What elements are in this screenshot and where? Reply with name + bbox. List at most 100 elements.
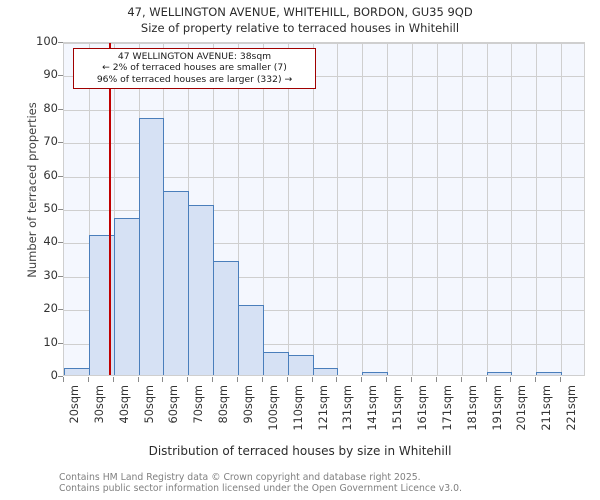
x-axis-tick-label: 131sqm bbox=[341, 385, 354, 431]
gridline-horizontal bbox=[64, 109, 584, 111]
x-axis-tick-mark bbox=[436, 377, 437, 382]
x-axis-tick-label: 100sqm bbox=[267, 385, 280, 431]
x-axis-tick-mark bbox=[262, 377, 263, 382]
x-axis-tick-label: 70sqm bbox=[192, 385, 205, 424]
annotation-line-3: 96% of terraced houses are larger (332) … bbox=[96, 73, 293, 85]
x-axis-tick-label: 201sqm bbox=[515, 385, 528, 431]
y-axis-tick-mark bbox=[58, 108, 63, 110]
x-axis-tick-mark bbox=[138, 377, 139, 382]
x-axis-tick-mark bbox=[336, 377, 337, 382]
y-axis-tick-label: 50 bbox=[43, 201, 58, 215]
x-axis-tick-label: 90sqm bbox=[242, 385, 255, 424]
gridline-horizontal bbox=[64, 210, 584, 211]
x-axis-tick-label: 181sqm bbox=[466, 385, 479, 431]
y-axis-tick-label: 20 bbox=[43, 301, 58, 316]
histogram-bar bbox=[487, 371, 512, 375]
footer-line-1: Contains HM Land Registry data © Crown c… bbox=[59, 472, 421, 483]
x-axis-tick-mark bbox=[312, 377, 313, 382]
y-axis-tick-label: 40 bbox=[43, 234, 58, 249]
x-axis-tick-mark bbox=[88, 377, 89, 382]
x-axis-tick-mark bbox=[386, 377, 387, 382]
gridline-horizontal bbox=[64, 143, 584, 145]
x-axis-tick-mark bbox=[510, 377, 511, 382]
histogram-bar bbox=[64, 368, 90, 375]
footer-attribution: Contains HM Land Registry data © Crown c… bbox=[59, 472, 599, 494]
x-axis-tick-mark bbox=[212, 377, 213, 382]
gridline-vertical bbox=[437, 43, 438, 375]
x-axis-tick-label: 221sqm bbox=[565, 385, 578, 431]
x-axis-tick-mark bbox=[361, 377, 362, 382]
x-axis-tick-mark bbox=[535, 377, 536, 382]
page-title: 47, WELLINGTON AVENUE, WHITEHILL, BORDON… bbox=[0, 4, 600, 36]
x-axis-tick-mark bbox=[486, 377, 487, 382]
x-axis-tick-label: 80sqm bbox=[217, 385, 230, 424]
gridline-horizontal bbox=[64, 243, 584, 245]
y-axis-tick-mark bbox=[58, 275, 63, 277]
footer-line-2: Contains public sector information licen… bbox=[59, 483, 462, 494]
histogram-bar bbox=[288, 354, 314, 375]
property-marker-line bbox=[108, 43, 111, 375]
histogram-bar bbox=[114, 218, 140, 375]
gridline-horizontal bbox=[64, 343, 584, 345]
gridline-vertical bbox=[288, 43, 289, 375]
y-axis-tick-mark bbox=[58, 342, 63, 344]
gridline-vertical bbox=[387, 43, 388, 375]
x-axis-tick-label: 171sqm bbox=[441, 385, 454, 431]
x-axis-tick-mark bbox=[287, 377, 288, 382]
histogram-bar bbox=[89, 234, 115, 375]
x-axis-tick-label: 20sqm bbox=[68, 385, 81, 424]
x-axis-tick-label: 40sqm bbox=[118, 385, 131, 424]
x-axis-tick-mark bbox=[187, 377, 188, 382]
plot-inner: 47 WELLINGTON AVENUE: 38sqm ← 2% of terra… bbox=[64, 43, 584, 375]
histogram-bar bbox=[213, 261, 239, 375]
histogram-bar bbox=[188, 204, 214, 375]
y-axis-tick-label: 70 bbox=[43, 134, 58, 149]
x-axis-tick-label: 121sqm bbox=[317, 385, 330, 431]
gridline-horizontal bbox=[64, 43, 584, 44]
gridline-vertical bbox=[511, 43, 512, 375]
x-axis-tick-label: 110sqm bbox=[292, 385, 305, 431]
gridline-horizontal bbox=[64, 276, 584, 278]
y-axis-tick-label: 90 bbox=[43, 67, 58, 82]
gridline-vertical bbox=[487, 43, 488, 375]
x-axis-tick-mark bbox=[113, 377, 114, 382]
x-axis-tick-label: 151sqm bbox=[391, 385, 404, 431]
x-axis-tick-mark bbox=[237, 377, 238, 382]
histogram-bar bbox=[139, 117, 164, 375]
x-axis-title: Distribution of terraced houses by size … bbox=[148, 444, 452, 458]
chart-title: 47, WELLINGTON AVENUE, WHITEHILL, BORDON… bbox=[127, 5, 473, 19]
y-axis-tick-label: 60 bbox=[43, 167, 58, 182]
x-axis-tick-label: 60sqm bbox=[167, 385, 180, 424]
x-axis-tick-label: 161sqm bbox=[416, 385, 429, 431]
histogram-bar bbox=[238, 304, 264, 375]
gridline-vertical bbox=[462, 43, 463, 375]
x-axis-tick-mark bbox=[162, 377, 163, 382]
y-axis-tick-mark bbox=[58, 376, 63, 377]
gridline-horizontal bbox=[64, 176, 584, 178]
gridline-vertical bbox=[412, 43, 413, 375]
plot-area: 47 WELLINGTON AVENUE: 38sqm ← 2% of terra… bbox=[63, 42, 585, 376]
histogram-bar bbox=[536, 371, 562, 375]
y-axis-tick-mark bbox=[58, 309, 63, 311]
histogram-bar bbox=[313, 368, 338, 375]
x-axis-tick-mark bbox=[63, 377, 64, 382]
x-axis-tick-mark bbox=[411, 377, 412, 382]
gridline-horizontal bbox=[64, 76, 584, 78]
annotation-line-1: 47 WELLINGTON AVENUE: 38sqm bbox=[117, 51, 272, 62]
gridline-vertical bbox=[561, 43, 562, 375]
x-axis-tick-label: 191sqm bbox=[491, 385, 504, 431]
x-axis-tick-label: 211sqm bbox=[540, 385, 553, 431]
y-axis-tick-mark bbox=[58, 242, 63, 244]
y-axis-title: Number of terraced properties bbox=[25, 102, 39, 278]
y-axis-tick-mark bbox=[58, 42, 63, 43]
annotation-line-2: ← 2% of terraced houses are smaller (7) bbox=[102, 62, 287, 74]
y-axis-tick-label: 100 bbox=[36, 34, 58, 48]
x-axis-tick-mark bbox=[560, 377, 561, 382]
y-axis-tick-mark bbox=[58, 175, 63, 177]
x-axis-tick-label: 30sqm bbox=[93, 385, 106, 424]
y-axis-tick-mark bbox=[58, 142, 63, 144]
y-axis-tick-label: 0 bbox=[50, 368, 58, 382]
gridline-horizontal bbox=[64, 310, 584, 312]
histogram-bar bbox=[362, 371, 388, 375]
